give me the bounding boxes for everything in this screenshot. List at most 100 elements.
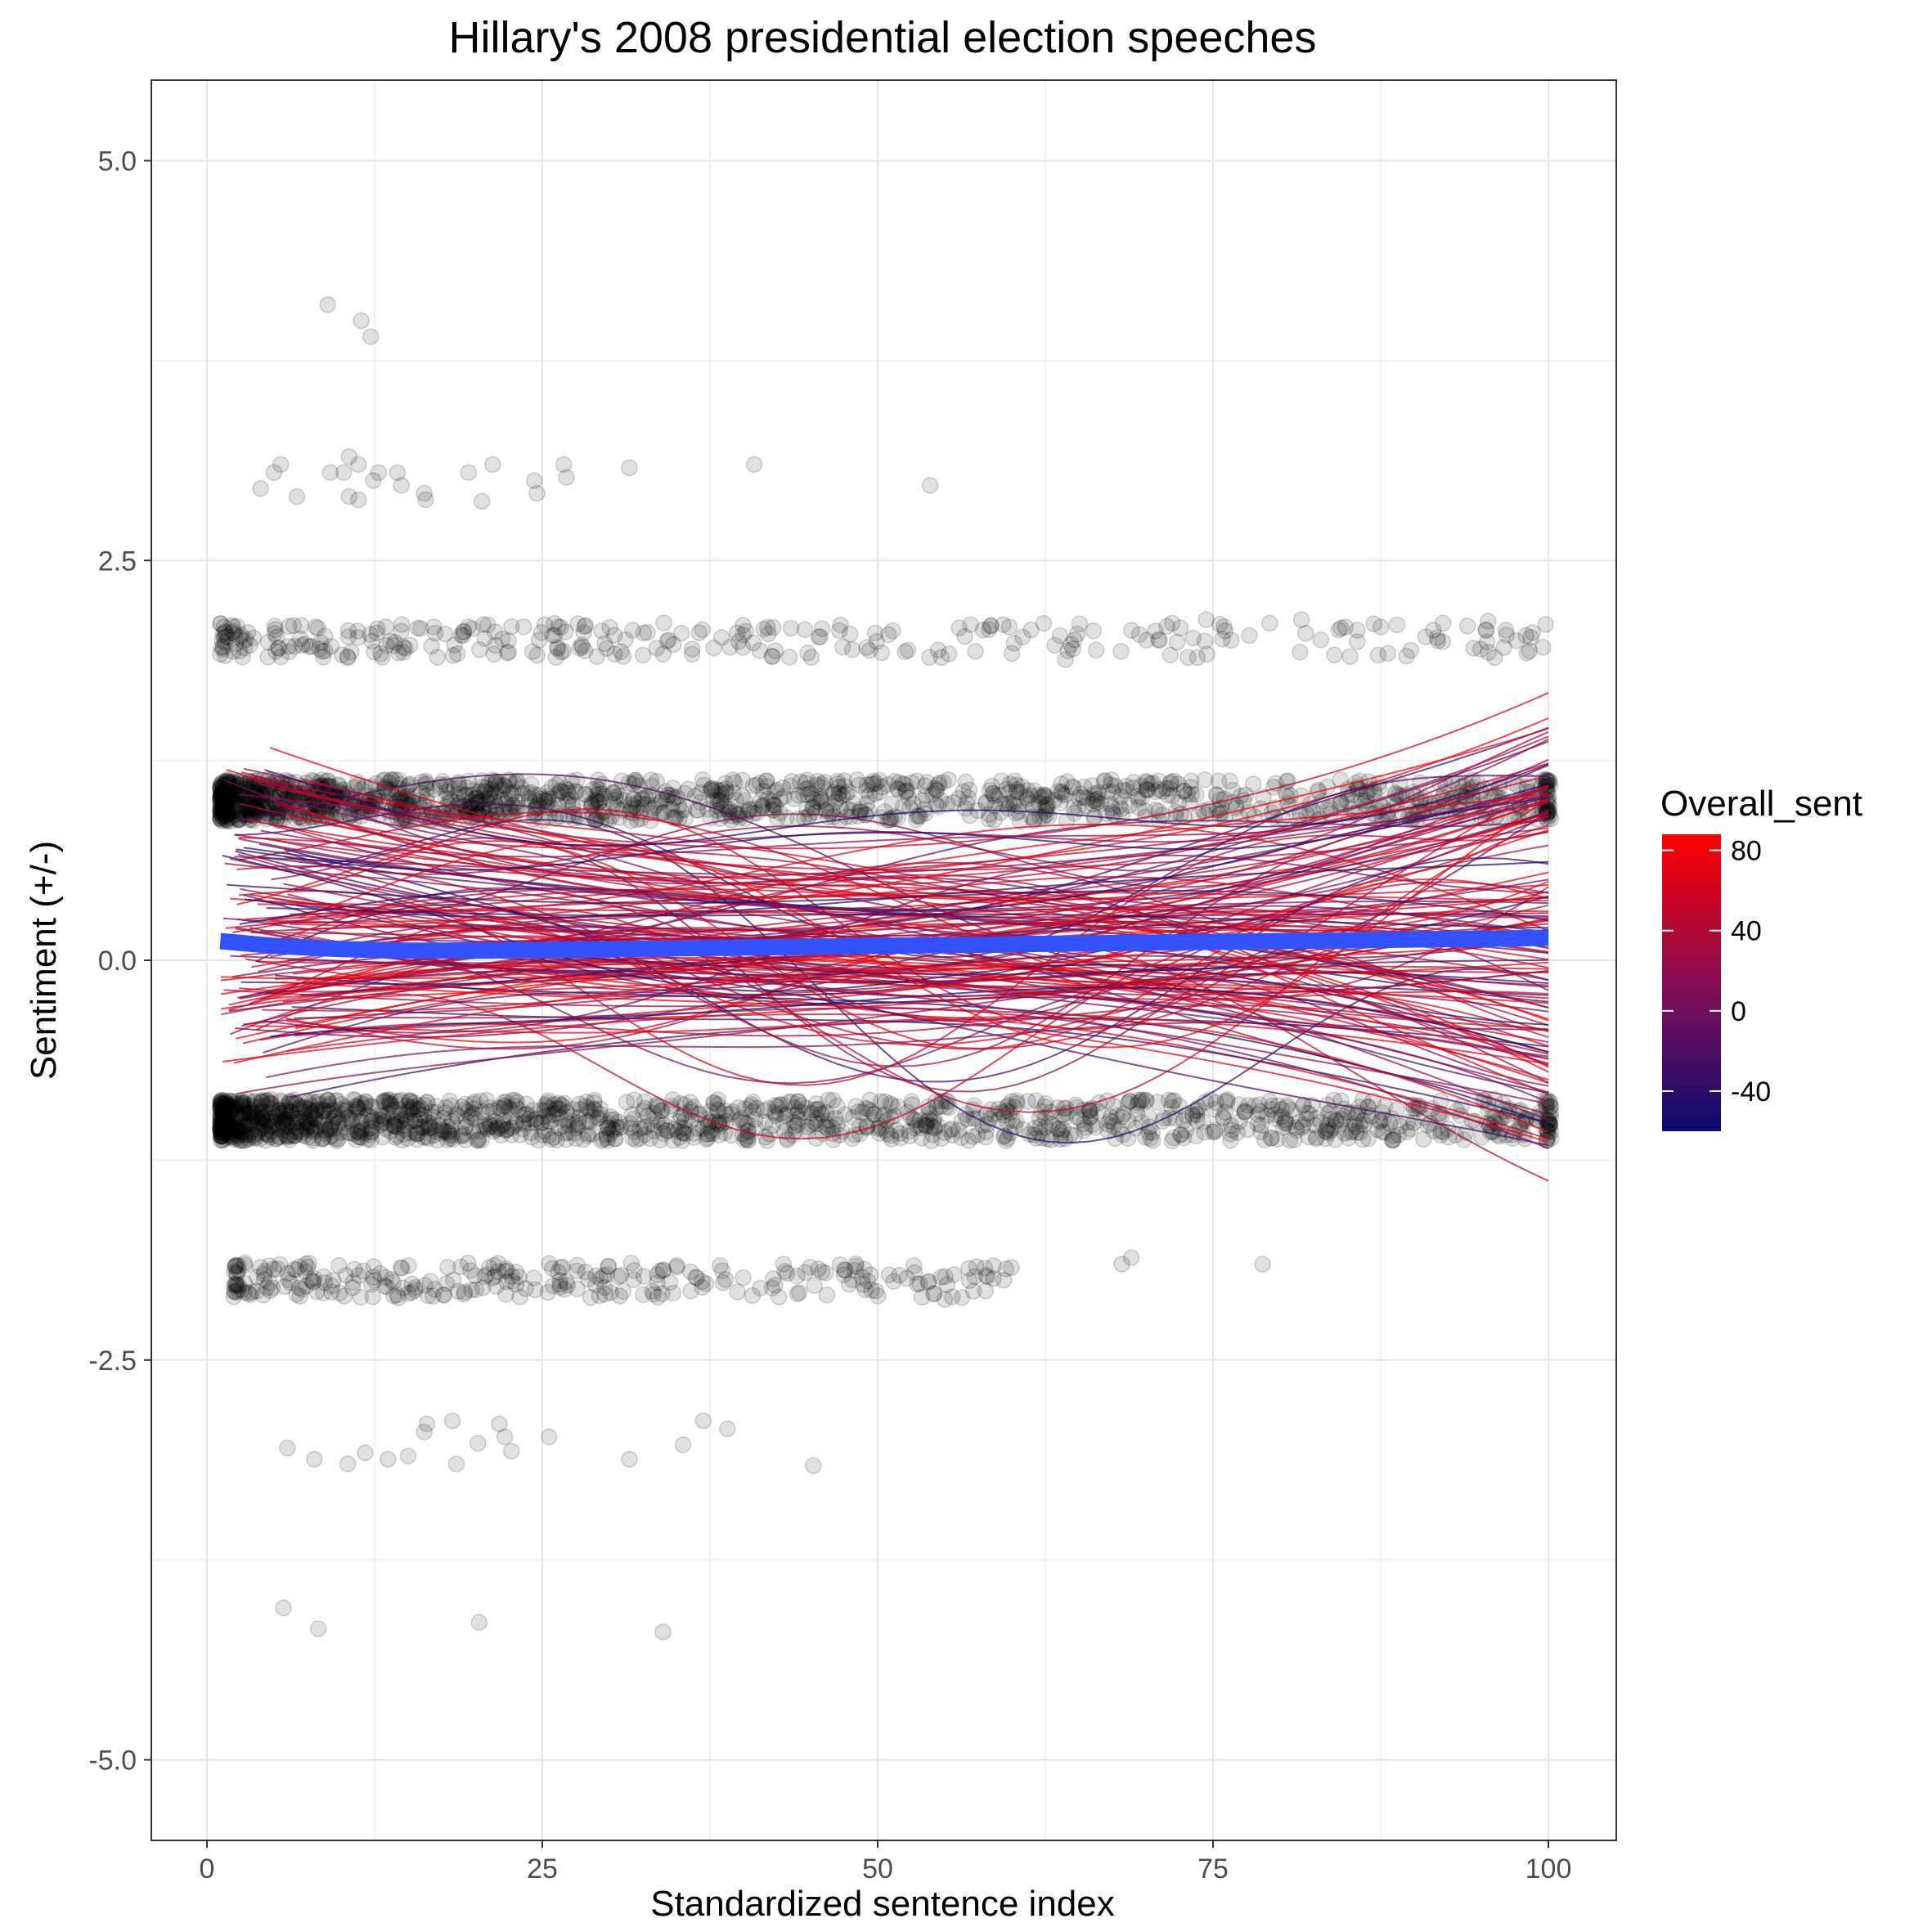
data-point [1388,616,1406,634]
data-point [490,776,508,794]
data-point [1166,772,1183,790]
data-point [520,789,538,806]
data-point [745,456,763,474]
data-point [215,782,233,799]
data-point [1022,621,1040,639]
data-point [212,803,229,821]
data-point [1188,786,1205,803]
data-point [1130,799,1148,816]
data-point [536,616,554,634]
data-point [558,1112,575,1130]
data-point [739,1132,757,1149]
data-point [773,1096,791,1113]
data-point [447,1455,465,1473]
data-point [1112,643,1130,660]
data-point [1252,1117,1269,1134]
data-point [831,784,848,802]
data-point [618,1094,636,1111]
data-point [275,1599,292,1617]
data-point [431,778,449,796]
data-point [1051,627,1069,645]
data-point [443,1412,461,1430]
data-point [212,786,230,803]
data-point [1172,1126,1190,1143]
data-point [691,793,709,811]
data-point [1251,1096,1268,1113]
data-point [1214,631,1231,648]
data-point [1196,771,1214,789]
data-point [759,618,776,636]
data-point [636,796,654,814]
data-point [536,791,554,809]
data-point [924,785,941,803]
data-point [635,624,653,641]
data-point [997,1132,1015,1149]
data-point [692,784,710,802]
data-point [813,775,831,793]
data-point [1122,1249,1140,1266]
data-point [1281,1131,1299,1149]
data-point [1292,644,1309,661]
y-tick-label: 0.0 [98,946,137,977]
data-point [470,1435,487,1452]
data-point [608,1118,625,1136]
data-point [931,774,948,792]
data-point [874,779,891,796]
data-point [566,783,584,800]
data-point [961,806,979,824]
data-point [790,1110,807,1127]
data-point [883,795,901,812]
data-point [484,456,501,474]
data-point [469,793,487,811]
data-point [703,1122,720,1140]
data-point [508,772,525,790]
data-point [527,786,544,804]
x-axis-title: Standardized sentence index [650,1884,1115,1924]
data-point [1036,787,1054,804]
data-point [936,1291,954,1308]
data-point [319,296,336,313]
data-point [1063,778,1081,796]
data-point [335,464,353,481]
data-point [806,1277,823,1294]
data-point [658,1121,676,1139]
data-point [714,1274,732,1292]
data-point [417,491,434,509]
data-point [579,1127,596,1144]
data-point [394,639,412,656]
data-point [1018,789,1036,806]
data-point [470,783,487,801]
data-point [465,1095,482,1112]
x-tick-label: 0 [200,1853,215,1885]
data-point [660,631,677,649]
data-point [634,790,651,808]
data-point [1212,799,1230,816]
data-point [539,790,556,808]
data-point [1049,783,1067,800]
data-point [1085,784,1103,802]
y-axis-title: Sentiment (+/-) [24,841,64,1080]
data-point [633,790,650,807]
data-point [328,1132,346,1149]
data-point [1517,627,1534,645]
data-point [315,1268,333,1285]
data-point [877,1093,894,1111]
data-point [757,772,775,790]
data-point [579,1270,597,1288]
data-point [479,794,496,811]
data-point [223,793,241,811]
data-point [976,1259,994,1277]
data-point [1008,783,1025,801]
data-point [809,773,826,790]
data-point [318,1091,336,1108]
data-point [1161,646,1179,664]
data-point [215,782,233,799]
data-point [212,810,229,827]
data-point [465,782,483,799]
data-point [487,775,504,793]
data-point [330,1256,348,1274]
y-tick-label: 2.5 [98,546,137,577]
data-point [705,639,722,657]
data-point [647,797,664,814]
